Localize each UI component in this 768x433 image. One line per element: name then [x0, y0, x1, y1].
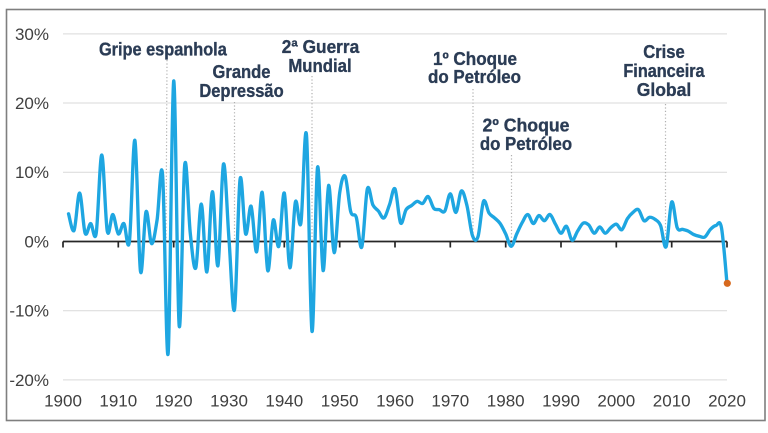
svg-text:Financeira: Financeira	[623, 61, 705, 81]
svg-text:Mundial: Mundial	[288, 56, 351, 76]
svg-text:Gripe espanhola: Gripe espanhola	[99, 39, 228, 59]
svg-text:do Petróleo: do Petróleo	[480, 134, 572, 154]
svg-text:1950: 1950	[321, 391, 359, 410]
svg-text:-10%: -10%	[9, 302, 49, 321]
svg-text:20%: 20%	[15, 94, 49, 113]
svg-text:1990: 1990	[542, 391, 580, 410]
svg-text:1980: 1980	[487, 391, 525, 410]
svg-text:Global: Global	[637, 80, 692, 100]
svg-text:2000: 2000	[597, 391, 635, 410]
svg-text:30%: 30%	[15, 25, 49, 44]
svg-text:Depressão: Depressão	[199, 81, 283, 101]
svg-text:2ª Guerra: 2ª Guerra	[282, 37, 360, 57]
svg-text:0%: 0%	[24, 232, 49, 251]
svg-text:1920: 1920	[155, 391, 193, 410]
svg-text:Grande: Grande	[213, 62, 271, 82]
svg-text:1960: 1960	[376, 391, 414, 410]
svg-text:1º Choque: 1º Choque	[433, 49, 517, 69]
svg-text:1940: 1940	[265, 391, 303, 410]
svg-text:2010: 2010	[653, 391, 691, 410]
svg-text:1900: 1900	[44, 391, 82, 410]
svg-text:2020: 2020	[708, 391, 746, 410]
svg-text:Crise: Crise	[643, 42, 685, 62]
svg-text:10%: 10%	[15, 163, 49, 182]
svg-text:1930: 1930	[210, 391, 248, 410]
svg-text:1970: 1970	[431, 391, 469, 410]
svg-text:1910: 1910	[99, 391, 137, 410]
svg-text:2º Choque: 2º Choque	[483, 116, 570, 136]
svg-text:-20%: -20%	[9, 371, 49, 390]
svg-text:do Petróleo: do Petróleo	[428, 67, 521, 87]
